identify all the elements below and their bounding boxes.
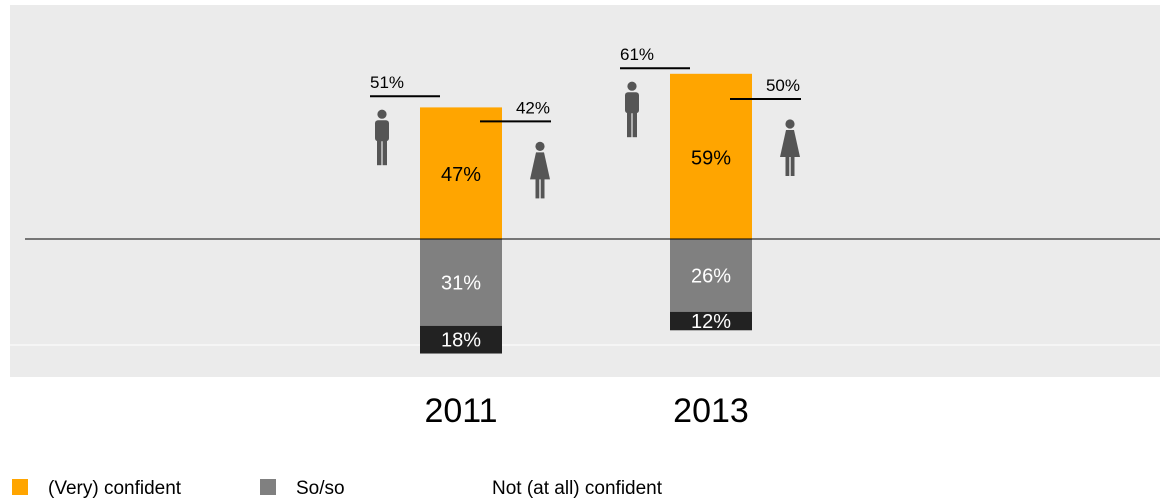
legend-label-1: So/so <box>296 478 345 499</box>
legend-swatch-0 <box>12 479 28 495</box>
bar-soso-2013 <box>670 239 752 312</box>
legend-label-2: Not (at all) confident <box>492 478 663 499</box>
bar-very-confident-2011 <box>420 107 502 240</box>
bar-soso-2011 <box>420 239 502 326</box>
male-value-label-2013: 61% <box>620 45 654 64</box>
bar-very-confident-2013 <box>670 73 752 239</box>
category-label-2011: 2011 <box>424 392 497 430</box>
male-value-label-2011: 51% <box>370 73 404 92</box>
labels-layer: 47% 31% 18% 2011 51% 42% 59% 26% 12% 2013 61% 50% <box>370 45 801 430</box>
legend: (Very) confident So/so Not (at all) confid… <box>12 478 663 499</box>
bar-not-confident-2013 <box>670 311 752 331</box>
legend-label-0: (Very) confident <box>48 478 182 499</box>
value-label-very-confident-2013: 59% <box>691 147 731 169</box>
male-icon <box>375 109 389 166</box>
female-icon <box>780 119 800 176</box>
value-label-not-confident-2011: 18% <box>441 330 481 352</box>
legend-swatch-1 <box>260 479 276 495</box>
value-label-not-confident-2013: 12% <box>691 311 731 333</box>
value-label-soso-2011: 31% <box>441 272 481 294</box>
bar-not-confident-2011 <box>420 325 502 354</box>
bars-layer <box>420 73 752 354</box>
plot-background <box>10 5 1160 377</box>
female-value-label-2011: 42% <box>516 98 550 117</box>
value-label-soso-2013: 26% <box>691 265 731 287</box>
female-value-label-2013: 50% <box>766 76 800 95</box>
male-icon <box>625 81 639 138</box>
female-icon <box>530 141 550 199</box>
value-label-very-confident-2011: 47% <box>441 164 481 186</box>
category-label-2013: 2013 <box>673 392 749 430</box>
